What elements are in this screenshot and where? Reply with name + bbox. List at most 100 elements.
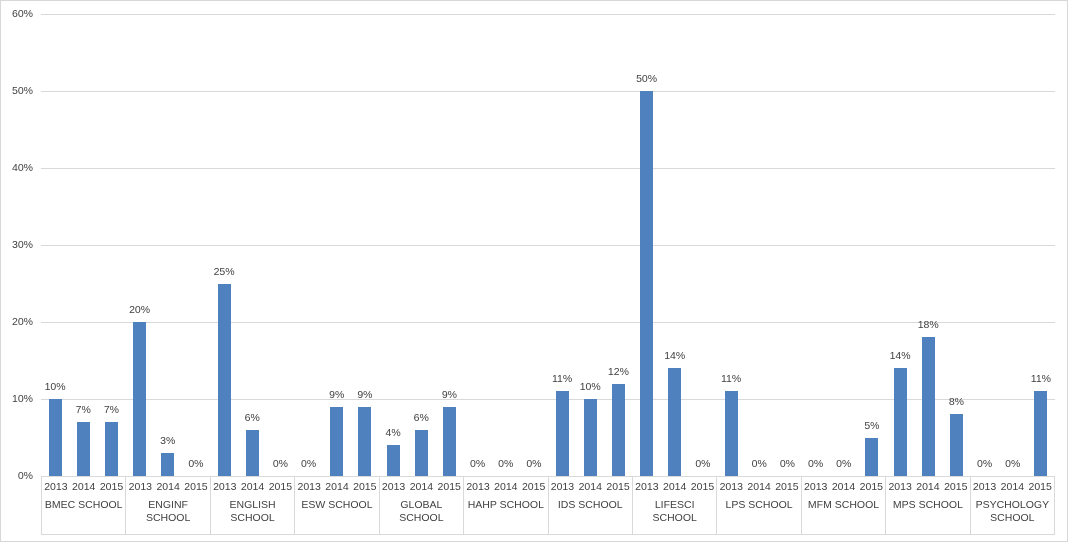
year-label: 2013	[381, 481, 406, 493]
bar	[640, 91, 654, 476]
year-label: 2013	[297, 481, 321, 493]
year-label: 2015	[859, 481, 883, 493]
bar	[668, 368, 682, 476]
data-label: 10%	[579, 381, 601, 393]
y-axis-tick-label: 40%	[11, 162, 33, 174]
bar	[724, 391, 738, 476]
bar-group: 10% 7% 7%	[41, 14, 126, 476]
years-row: 2013 2014 2015	[549, 480, 632, 494]
school-label: ESW SCHOOL	[301, 499, 373, 511]
years-row: 2013 2014 2015	[464, 480, 547, 494]
gridline	[41, 322, 1055, 323]
category-cell: 2013 2014 2015 PSYCHOLOGY SCHOOL	[969, 476, 1056, 534]
data-label: 0%	[188, 458, 204, 470]
bar	[893, 368, 907, 476]
data-label: 9%	[357, 388, 373, 401]
bar-group: 0% 9% 9%	[295, 14, 380, 476]
data-label: 0%	[1005, 458, 1021, 470]
year-label: 2013	[804, 481, 828, 493]
data-label: 0%	[526, 458, 542, 470]
year-label: 2014	[916, 481, 940, 493]
school-label: MFM SCHOOL	[807, 499, 880, 511]
data-label: 0%	[272, 458, 288, 470]
x-axis-labels: 2013 2014 2015 BMEC SCHOOL 2013 2014 2015 ENGIN…	[41, 476, 1056, 535]
category-cell: 2013 2014 2015 ESW SCHOOL	[294, 476, 378, 534]
bar	[161, 452, 175, 476]
data-label: 0%	[751, 458, 767, 470]
data-label: 0%	[976, 458, 993, 470]
data-label: 8%	[948, 396, 964, 409]
school-label: HAHP SCHOOL	[467, 499, 544, 511]
data-label: 20%	[129, 304, 151, 316]
category-cell: 2013 2014 2015 HAHP SCHOOL	[463, 476, 547, 534]
y-axis-tick-label: 20%	[11, 316, 33, 328]
bar	[133, 322, 147, 476]
y-axis-tick-label: 30%	[11, 239, 33, 251]
bar	[358, 406, 372, 476]
year-label: 2013	[635, 481, 659, 493]
bar-group: 25% 6% 0%	[210, 14, 295, 476]
bar-group: 0% 0% 11%	[971, 14, 1056, 476]
bar	[949, 414, 963, 476]
school-label: IDS SCHOOL	[557, 499, 623, 511]
year-label: 2013	[550, 481, 575, 493]
category-cell: 2013 2014 2015 MPS SCHOOL	[885, 476, 969, 534]
school-label: LPS SCHOOL	[725, 499, 793, 511]
years-row: 2013 2014 2015	[126, 480, 209, 494]
bar	[76, 422, 90, 476]
school-label: MPS SCHOOL	[892, 499, 963, 511]
years-row: 2013 2014 2015	[211, 480, 294, 494]
school-label: LIFESCI SCHOOL	[652, 499, 697, 524]
bar	[48, 399, 62, 476]
school-label: BMEC SCHOOL	[44, 499, 123, 511]
data-label: 7%	[75, 404, 91, 417]
year-label: 2015	[606, 481, 630, 493]
data-label: 11%	[1030, 373, 1052, 386]
category-cell: 2013 2014 2015 ENGINF SCHOOL	[125, 476, 209, 534]
bar	[865, 437, 879, 476]
data-label: 10%	[44, 381, 66, 393]
data-label: 0%	[807, 458, 824, 470]
year-label: 2013	[972, 481, 997, 493]
year-label: 2015	[99, 481, 124, 493]
data-label: 50%	[636, 73, 658, 85]
bar	[921, 337, 935, 476]
bar-group: 50% 14% 0%	[633, 14, 718, 476]
data-label: 7%	[103, 404, 119, 417]
year-label: 2015	[268, 481, 293, 493]
bar-group: 0% 0% 5%	[802, 14, 887, 476]
bar	[386, 445, 400, 476]
bar	[1034, 391, 1048, 476]
year-label: 2015	[690, 481, 715, 493]
year-label: 2014	[747, 481, 771, 493]
data-label: 6%	[413, 411, 429, 424]
year-label: 2014	[409, 481, 434, 493]
data-label: 9%	[329, 388, 345, 401]
year-label: 2014	[662, 481, 687, 493]
bar	[555, 391, 569, 476]
year-label: 2015	[437, 481, 461, 493]
bar	[583, 399, 597, 476]
data-label: 0%	[695, 458, 711, 470]
year-label: 2015	[521, 481, 546, 493]
year-label: 2014	[325, 481, 349, 493]
year-label: 2013	[888, 481, 912, 493]
school-label: ENGLISH SCHOOL	[229, 499, 276, 524]
data-label: 12%	[607, 365, 629, 378]
year-label: 2013	[466, 481, 490, 493]
year-label: 2014	[156, 481, 180, 493]
bar	[217, 283, 231, 476]
school-label: ENGINF SCHOOL	[145, 499, 191, 524]
data-label: 5%	[864, 419, 880, 432]
bar-group: 20% 3% 0%	[126, 14, 211, 476]
bar-group: 4% 6% 9%	[379, 14, 464, 476]
category-cell: 2013 2014 2015 LPS SCHOOL	[716, 476, 800, 534]
years-row: 2013 2014 2015	[717, 480, 800, 494]
category-cell: 2013 2014 2015 MFM SCHOOL	[800, 476, 885, 534]
year-label: 2013	[213, 481, 237, 493]
year-label: 2014	[240, 481, 265, 493]
gridline	[41, 245, 1055, 246]
bar-group: 11% 0% 0%	[717, 14, 802, 476]
data-label: 18%	[917, 319, 939, 332]
